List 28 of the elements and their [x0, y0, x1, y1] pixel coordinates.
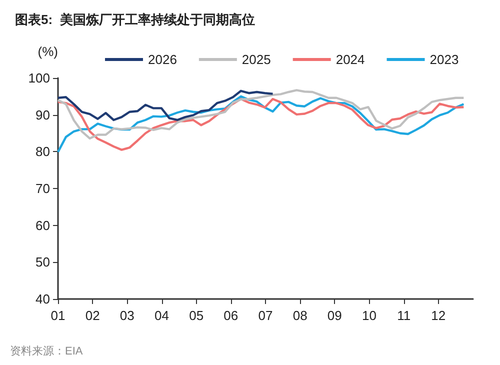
y-tick-label: 100 [28, 70, 50, 86]
y-tick-label: 50 [36, 254, 50, 270]
y-axis-title: (%) [38, 44, 58, 59]
x-tick-label: 10 [362, 308, 376, 323]
x-tick-label: 04 [154, 308, 169, 323]
line-series [56, 90, 274, 122]
legend-label: 2026 [148, 52, 177, 67]
y-tick-label: 70 [36, 181, 50, 196]
x-tick-label: 06 [224, 308, 238, 323]
y-tick-label: 60 [36, 218, 50, 233]
legend-label: 2023 [430, 52, 459, 67]
text: 资料来源：EIA [10, 344, 84, 358]
x-tick-label: 05 [189, 308, 204, 323]
y-tick-label: 90 [36, 107, 50, 122]
chart-title: 图表5: 美国炼厂开工率持续处于同期高位 [15, 12, 255, 27]
x-tick-label: 12 [431, 308, 446, 323]
x-tick-label: 09 [327, 308, 342, 323]
legend-label: 2025 [242, 52, 271, 67]
x-tick-label: 08 [292, 308, 308, 323]
x-tick-label: 02 [85, 308, 100, 323]
x-tick-label: 07 [258, 308, 273, 323]
x-tick-label: 11 [397, 308, 411, 323]
y-tick-label: 80 [36, 144, 50, 160]
legend-label: 2024 [336, 52, 365, 67]
y-tick-label: 40 [36, 292, 50, 306]
line-series [56, 89, 465, 140]
x-tick-label: 03 [120, 308, 134, 323]
x-tick-label: 01 [50, 308, 66, 323]
